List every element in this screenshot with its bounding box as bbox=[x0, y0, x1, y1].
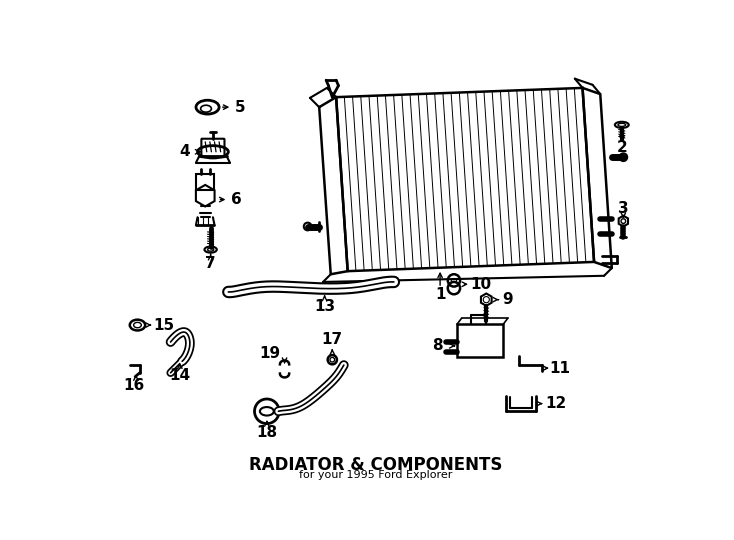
Text: 12: 12 bbox=[545, 396, 566, 411]
Text: for your 1995 Ford Explorer: for your 1995 Ford Explorer bbox=[299, 470, 453, 480]
Text: 5: 5 bbox=[235, 100, 245, 114]
Circle shape bbox=[390, 279, 397, 286]
Text: 2: 2 bbox=[617, 140, 627, 156]
Text: 15: 15 bbox=[153, 318, 174, 333]
Text: RADIATOR & COMPONENTS: RADIATOR & COMPONENTS bbox=[250, 456, 503, 474]
Text: 4: 4 bbox=[179, 144, 190, 159]
Text: 10: 10 bbox=[470, 276, 492, 292]
Text: 13: 13 bbox=[314, 299, 335, 314]
Text: 6: 6 bbox=[230, 192, 241, 207]
Text: 18: 18 bbox=[256, 426, 277, 440]
Text: 8: 8 bbox=[432, 339, 443, 353]
Text: 16: 16 bbox=[123, 377, 145, 393]
Text: 1: 1 bbox=[435, 287, 446, 302]
Text: 9: 9 bbox=[503, 292, 513, 307]
Text: 3: 3 bbox=[618, 200, 628, 215]
Text: 19: 19 bbox=[260, 346, 280, 361]
Circle shape bbox=[225, 288, 232, 295]
Text: 7: 7 bbox=[206, 256, 216, 271]
Text: 14: 14 bbox=[170, 368, 190, 383]
Text: 11: 11 bbox=[550, 361, 571, 376]
Text: 17: 17 bbox=[321, 332, 343, 347]
